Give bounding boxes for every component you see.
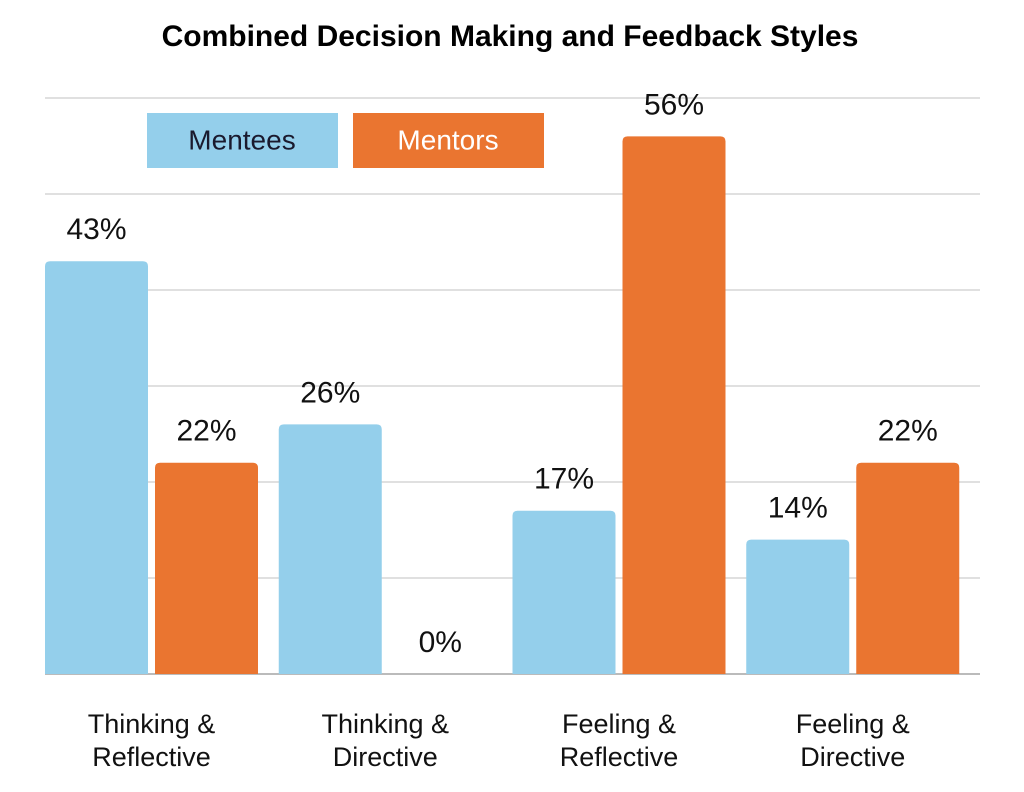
bar [856, 462, 960, 674]
value-label: 26% [300, 376, 360, 409]
bar [512, 510, 616, 674]
chart-title: Combined Decision Making and Feedback St… [162, 20, 859, 53]
value-label: 17% [534, 463, 594, 496]
bar [45, 261, 148, 674]
value-label: 56% [644, 88, 704, 121]
x-tick-label: Feeling & Reflective [559, 709, 679, 772]
bar [622, 136, 726, 674]
value-label: 22% [878, 415, 938, 448]
value-label: 43% [66, 213, 126, 246]
x-tick-label: Thinking & Reflective [87, 709, 216, 772]
bar [746, 539, 850, 674]
value-label: 0% [419, 626, 462, 659]
legend-swatch [147, 113, 338, 168]
legend-label: Mentees [188, 124, 295, 155]
x-tick-label: Feeling & Directive [795, 709, 910, 772]
bar [155, 462, 258, 674]
value-label: 22% [176, 415, 236, 448]
bar [278, 424, 382, 674]
x-tick-label: Thinking & Directive [321, 709, 450, 772]
value-label: 14% [768, 492, 828, 525]
legend-label: Mentors [397, 124, 498, 155]
legend-swatch [353, 113, 544, 168]
